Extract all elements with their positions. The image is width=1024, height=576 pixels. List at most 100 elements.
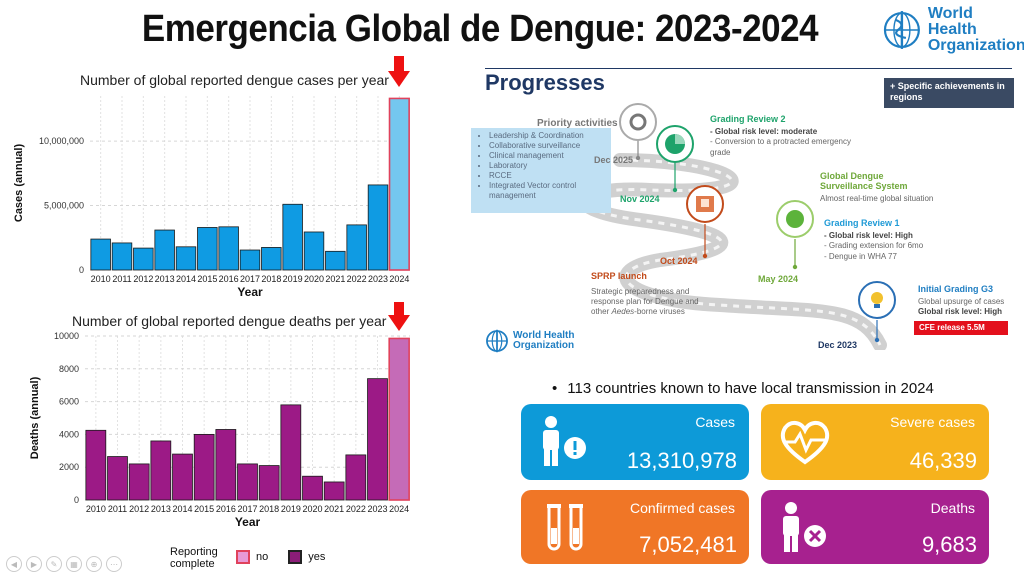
x-tick-label: 2014 [172, 504, 192, 514]
legend-title: Reporting complete [170, 546, 218, 570]
confirmed-cases-card: Confirmed cases 7,052,481 [521, 490, 749, 564]
priority-activities-title: Priority activities [537, 118, 618, 129]
y-tick-label: 10,000,000 [39, 136, 84, 146]
x-tick-label: 2019 [281, 504, 301, 514]
bar-2019 [282, 203, 303, 271]
deaths-chart-title: Number of global reported dengue deaths … [72, 313, 387, 329]
x-tick-label: 2018 [259, 504, 279, 514]
legend-title-line2: complete [170, 558, 215, 571]
g3-title: Initial Grading G3 [918, 284, 994, 294]
progress-divider [485, 68, 1012, 69]
bar-2010 [85, 429, 107, 501]
x-tick-label: 2010 [91, 274, 111, 284]
legend-title-line1: Reporting [170, 546, 218, 558]
person-alert-icon [543, 416, 586, 466]
cases-card: Cases 13,310,978 [521, 404, 749, 480]
bar-2018 [258, 465, 280, 501]
confirmed-cases-label: Confirmed cases [629, 500, 735, 516]
zoom-icon[interactable]: ⊕ [86, 556, 102, 572]
next-slide-icon[interactable]: ▶ [26, 556, 42, 572]
bar-2022 [346, 224, 367, 271]
x-tick-label: 2022 [346, 504, 366, 514]
grading-review-1-item: Dengue in WHA 77 [824, 252, 984, 262]
transmission-text: 113 countries known to have local transm… [567, 380, 934, 397]
surveillance-title-line2: Surveillance System [820, 181, 908, 191]
surveillance-title-line1: Global Dengue [820, 171, 884, 181]
bar-2014 [172, 453, 193, 501]
date-dec2023: Dec 2023 [818, 340, 858, 350]
priority-item: Laboratory [489, 161, 605, 171]
bar-2022 [345, 454, 367, 501]
cases-chart: 0 5,000,000 10,000,000 2010 2011 2012 2013 2014… [13, 96, 410, 299]
who-name-line1: World Health [927, 5, 977, 38]
sprp-title: SPRP launch [591, 271, 647, 281]
date-may2024: May 2024 [758, 274, 799, 284]
y-tick-label: 6000 [59, 397, 79, 407]
who-emblem-icon [486, 329, 508, 353]
person-cross-icon [783, 502, 826, 552]
bar-2013 [150, 440, 172, 501]
sprp-text-line1: Strategic preparedness and [591, 287, 690, 296]
bar-2021 [325, 250, 346, 271]
slides-grid-icon[interactable]: ▦ [66, 556, 82, 572]
grading-review-1-item: Grading extension for 6mo [824, 241, 984, 251]
legend: no yes [236, 550, 325, 564]
player-controls: ◀ ▶ ✎ ▦ ⊕ ⋯ [6, 556, 122, 572]
priority-activities-box: Leadership & Coordination Collaborative … [471, 128, 611, 213]
priority-item: RCCE [489, 171, 605, 181]
lightbulb-icon [871, 292, 883, 304]
x-tick-label: 2020 [302, 504, 322, 514]
priority-item: Clinical management [489, 151, 605, 161]
milestone-may2024 [776, 200, 814, 270]
who-logo-small: World Health Organization [484, 328, 574, 354]
y-tick-label: 0 [74, 495, 79, 505]
milestone-oct2024 [686, 185, 724, 259]
bar-2010 [90, 238, 111, 271]
x-tick-label: 2016 [216, 504, 236, 514]
legend-swatch-no [236, 550, 250, 564]
bar-2012 [128, 463, 150, 501]
cases-chart-title: Number of global reported dengue cases p… [80, 72, 389, 88]
down-arrow-icon [388, 56, 410, 87]
bar-2024 [388, 337, 410, 501]
initial-grading-g3: Initial Grading G3 Global upsurge of cas… [918, 284, 1018, 317]
grading-review-1-item: Global risk level: High [824, 231, 984, 241]
bar-2024 [388, 97, 410, 271]
y-tick-label: 4000 [59, 429, 79, 439]
bar-2017 [237, 463, 258, 501]
grading-review-1-title: Grading Review 1 [824, 218, 900, 228]
who-name-line2: Organization [513, 340, 575, 351]
g3-text: Global upsurge of cases [918, 297, 1005, 306]
bar-2014 [175, 246, 197, 271]
x-tick-label: 2018 [261, 274, 281, 284]
bar-2016 [215, 429, 237, 501]
bar-2015 [193, 434, 215, 501]
who-name-line1: World Health [513, 330, 575, 341]
grading-review-2-item: Conversion to a protracted emergency gra… [710, 137, 870, 158]
achievements-button[interactable]: + Specific achievements in regions [884, 78, 1014, 108]
y-axis-label: Cases (annual) [13, 144, 25, 223]
grading-review-2: Grading Review 2 Global risk level: mode… [710, 114, 870, 158]
x-tick-label: 2015 [194, 504, 214, 514]
gear-icon [629, 113, 647, 131]
bar-2020 [303, 231, 325, 271]
more-options-icon[interactable]: ⋯ [106, 556, 122, 572]
grading-review-1: Grading Review 1 Global risk level: High… [824, 218, 984, 262]
who-emblem-icon [883, 11, 920, 49]
legend-label-no: no [256, 551, 269, 563]
bar-2019 [280, 404, 302, 501]
x-tick-label: 2015 [197, 274, 217, 284]
g3-risk: Global risk level: High [918, 307, 1003, 316]
previous-slide-icon[interactable]: ◀ [6, 556, 22, 572]
x-tick-label: 2023 [368, 274, 388, 284]
bar-2012 [133, 247, 154, 271]
pen-icon[interactable]: ✎ [46, 556, 62, 572]
who-name-line2: Organization [927, 37, 1024, 54]
bar-2011 [111, 242, 133, 271]
x-tick-label: 2017 [240, 274, 260, 284]
bar-2013 [154, 229, 175, 271]
bar-2017 [239, 249, 261, 271]
cfe-release-badge: CFE release 5.5M [914, 321, 1008, 335]
y-tick-label: 5,000,000 [44, 201, 84, 211]
